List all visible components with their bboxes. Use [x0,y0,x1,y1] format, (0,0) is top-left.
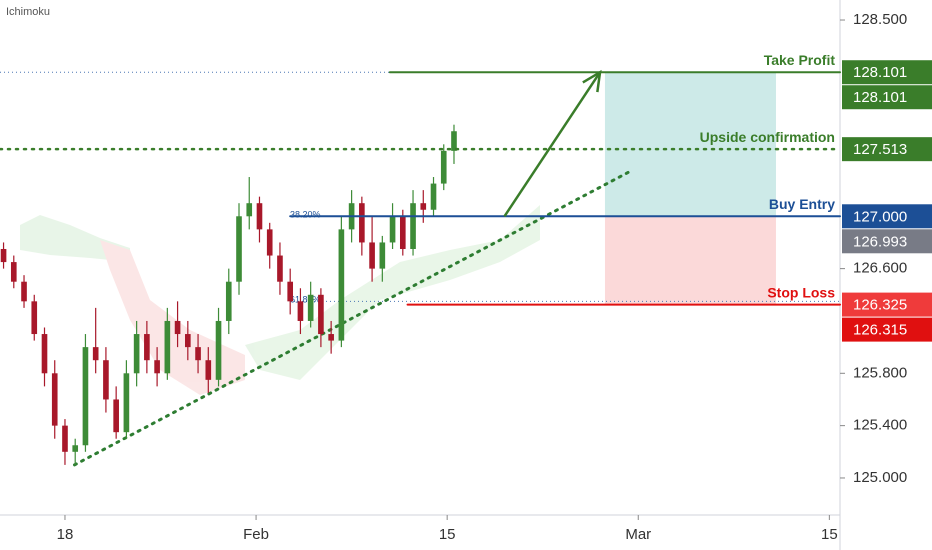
level-label: Take Profit [764,52,836,68]
y-tick-label: 125.000 [853,469,907,486]
candle-body [440,150,447,184]
price-label: 126.315 [853,322,907,339]
candle-body [164,320,171,374]
x-tick-label: 15 [821,526,838,543]
candle-body [266,229,273,256]
price-label-box [842,137,932,162]
candle-body [72,445,79,452]
ichimoku-cloud [20,205,540,395]
stop-zone [604,216,776,305]
candle-body [338,229,345,341]
candle-body [205,360,212,380]
y-tick-label: 125.400 [853,417,907,434]
candle-body [51,373,58,426]
candle-body [277,255,283,282]
candle-body [92,347,99,361]
price-label-box [842,60,932,85]
x-tick-label: 15 [439,526,456,543]
price-label-box [842,204,932,229]
candle-body [246,203,253,217]
candle-body [21,281,27,302]
x-tick-label: Feb [243,526,269,543]
candle-body [225,281,232,321]
level-label: Stop Loss [767,284,835,300]
candle-body [195,347,201,361]
candle-body [31,301,38,335]
candle-body [369,242,375,269]
price-label: 126.993 [853,233,907,250]
trendline [73,168,635,467]
cloud-green [20,215,130,262]
candle-body [410,203,416,249]
indicator-label: Ichimoku [6,6,50,18]
candle-body [123,373,130,433]
candle-body [287,281,294,302]
candle-body [0,248,7,263]
target-zone [604,72,776,217]
candle-body [154,360,160,374]
price-label: 127.513 [853,141,907,158]
candle-body [420,203,427,210]
x-tick-label: 18 [57,526,74,543]
candle-body [62,425,68,452]
y-tick-label: 125.800 [853,364,907,381]
candle-body [297,301,304,321]
price-label-box [842,85,932,110]
candle-body [256,203,263,230]
candle-body [389,216,396,243]
arrow [503,71,602,217]
candle-body [144,334,150,361]
candle-body [215,320,222,380]
price-label-box [842,229,932,254]
candle-body [133,334,140,374]
candle-body [82,347,89,446]
price-label-box [842,317,932,342]
candle-body [185,334,191,348]
candle-body [10,262,17,282]
candle-body [236,216,242,282]
cloud-red [100,240,245,395]
candle-body [328,334,334,341]
price-label: 128.101 [853,64,907,81]
level-label: Buy Entry [769,196,835,212]
price-label: 128.101 [853,89,907,106]
candle-body [307,294,314,321]
y-tick-label: 126.600 [853,260,907,277]
price-label: 127.000 [853,208,907,225]
arrow-head [582,69,602,93]
level-label: Upside confirmation [700,129,835,145]
x-tick-label: Mar [625,526,651,543]
candle-body [318,294,324,335]
candle-body [430,183,437,210]
candle-body [451,131,457,151]
candle-body [41,334,48,374]
candle-body [359,203,365,243]
cloud-green [245,205,540,380]
candle-body [379,242,386,269]
fib-label: 61.80% [290,295,321,305]
candle-body [103,360,109,400]
price-label: 126.325 [853,297,907,314]
candle-body [174,320,181,335]
y-tick-label: 128.500 [853,11,907,28]
fib-label: 38.20% [290,210,321,220]
price-label-box [842,292,932,317]
candle-body [113,399,119,433]
candle-body [399,216,406,249]
